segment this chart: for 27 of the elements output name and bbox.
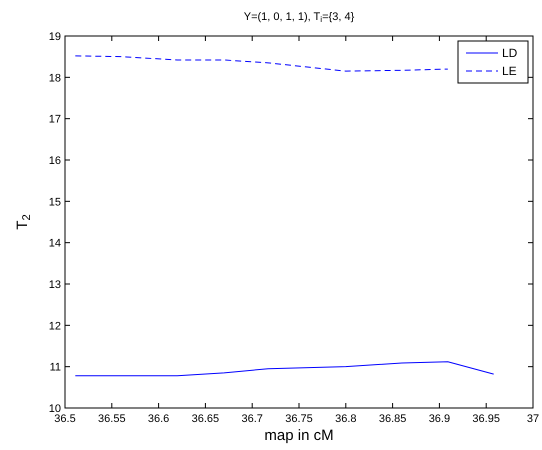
x-axis-title: map in cM: [264, 427, 334, 444]
y-tick-label: 15: [48, 196, 61, 208]
x-tick-label: 36.8: [335, 413, 357, 425]
line-series: [74, 361, 494, 376]
x-tick-label: 36.55: [98, 413, 126, 425]
x-tick-label: 36.65: [192, 413, 220, 425]
x-tick-label: 37: [526, 413, 540, 425]
chart-title: Y=(1, 0, 1, 1), T$_{i}$={3, 4}: [244, 11, 355, 24]
x-tick-label: 36.85: [378, 413, 406, 425]
y-tick-label: 10: [48, 403, 61, 415]
x-tick-label: 36.5: [54, 413, 76, 425]
line-series: [74, 55, 448, 72]
y-tick-label: 19: [48, 31, 61, 43]
x-tick-label: 36.75: [285, 413, 313, 425]
x-tick-label: 36.7: [241, 413, 263, 425]
y-tick-label: 12: [48, 320, 61, 332]
legend-label: LD: [502, 46, 518, 60]
y-tick-label: 11: [50, 362, 61, 374]
x-tick-label: 36.6: [148, 413, 170, 425]
y-tick-label: 14: [48, 238, 61, 250]
y-tick-label: 13: [48, 279, 61, 291]
x-tick-label: 36.95: [472, 413, 500, 425]
legend-label: LE: [502, 64, 517, 78]
y-tick-label: 16: [48, 155, 61, 167]
y-tick-label: 17: [48, 114, 61, 126]
y-tick-label: 18: [48, 72, 61, 84]
x-tick-label: 36.9: [428, 413, 450, 425]
